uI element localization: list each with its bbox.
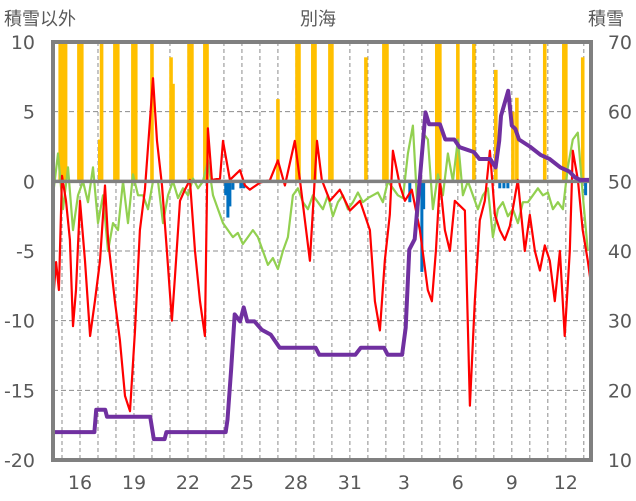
precip-bar xyxy=(494,69,498,182)
negative-bar xyxy=(239,181,243,189)
right-tick-label: 60 xyxy=(608,102,632,124)
left-tick-label: -10 xyxy=(4,311,35,333)
precip-bar xyxy=(328,42,332,182)
precip-bar xyxy=(311,42,315,182)
precip-bar xyxy=(113,42,117,182)
x-tick-label: 19 xyxy=(122,472,146,494)
red-series-line xyxy=(51,77,592,413)
precip-bar xyxy=(295,42,299,182)
precip-bar xyxy=(564,42,568,182)
precip-bar xyxy=(511,111,515,182)
x-tick-label: 25 xyxy=(230,472,254,494)
precip-bar xyxy=(190,42,194,182)
x-tick-label: 28 xyxy=(284,472,308,494)
precip-bar xyxy=(205,42,209,182)
precip-bar xyxy=(382,42,386,182)
precip-bar xyxy=(79,42,84,182)
precip-bar xyxy=(150,42,154,182)
precip-bar xyxy=(99,42,104,182)
precip-bar xyxy=(364,57,368,182)
left-tick-label: -15 xyxy=(4,380,35,402)
precip-bar xyxy=(58,42,62,182)
precip-bar xyxy=(133,42,138,182)
precip-bar xyxy=(438,42,442,182)
negative-bar xyxy=(224,181,228,196)
negative-bar xyxy=(502,181,506,189)
x-tick-label: 3 xyxy=(398,472,410,494)
precip-bar xyxy=(515,97,519,182)
precip-bar xyxy=(456,42,460,182)
left-tick-label: -5 xyxy=(16,241,35,263)
left-axis-label: 積雪以外 xyxy=(4,9,76,30)
precip-bar xyxy=(434,42,439,182)
right-tick-label: 20 xyxy=(608,380,632,402)
negative-bar xyxy=(420,181,424,272)
negative-bar xyxy=(231,181,235,190)
left-tick-label: 5 xyxy=(23,102,35,124)
negative-bar xyxy=(226,181,230,218)
negative-bar xyxy=(506,181,510,189)
precip-bar xyxy=(542,42,547,182)
right-tick-label: 70 xyxy=(608,32,632,54)
precip-bar xyxy=(115,42,120,182)
precip-bar xyxy=(171,83,175,182)
precip-bar xyxy=(562,42,566,182)
right-tick-label: 40 xyxy=(608,241,632,263)
right-tick-label: 10 xyxy=(608,450,632,472)
precip-bar xyxy=(472,42,476,182)
plot-frame xyxy=(51,40,593,462)
precip-bar xyxy=(203,42,207,182)
precip-bar xyxy=(169,57,173,182)
x-tick-label: 16 xyxy=(68,472,92,494)
x-tick-label: 31 xyxy=(338,472,362,494)
precip-bar xyxy=(580,57,585,182)
negative-bar xyxy=(584,181,588,196)
precip-bar xyxy=(276,99,280,182)
negative-bar xyxy=(422,181,426,210)
precip-bar xyxy=(63,42,68,182)
right-tick-label: 50 xyxy=(608,171,632,193)
chart-title: 別海 xyxy=(300,9,336,30)
precip-bar xyxy=(313,42,317,182)
precip-bar xyxy=(297,42,301,182)
bars xyxy=(58,42,588,272)
snow-depth-line xyxy=(53,88,591,442)
left-tick-label: -20 xyxy=(4,450,35,472)
negative-bar xyxy=(498,181,502,189)
precip-bar xyxy=(330,42,334,182)
x-tick-label: 9 xyxy=(506,472,518,494)
precip-bar xyxy=(131,42,135,182)
precip-bar xyxy=(61,42,65,182)
precip-bar xyxy=(385,42,389,182)
x-tick-label: 12 xyxy=(554,472,578,494)
precip-bar xyxy=(187,42,191,182)
x-tick-label: 22 xyxy=(176,472,200,494)
left-tick-label: 10 xyxy=(11,32,35,54)
precip-bar xyxy=(77,42,81,182)
x-tick-label: 6 xyxy=(452,472,464,494)
green-series-line xyxy=(51,124,589,271)
right-axis-label: 積雪 xyxy=(588,9,624,30)
series-lines xyxy=(51,77,592,442)
left-tick-label: 0 xyxy=(23,171,35,193)
right-tick-label: 30 xyxy=(608,311,632,333)
negative-bar xyxy=(228,181,232,207)
